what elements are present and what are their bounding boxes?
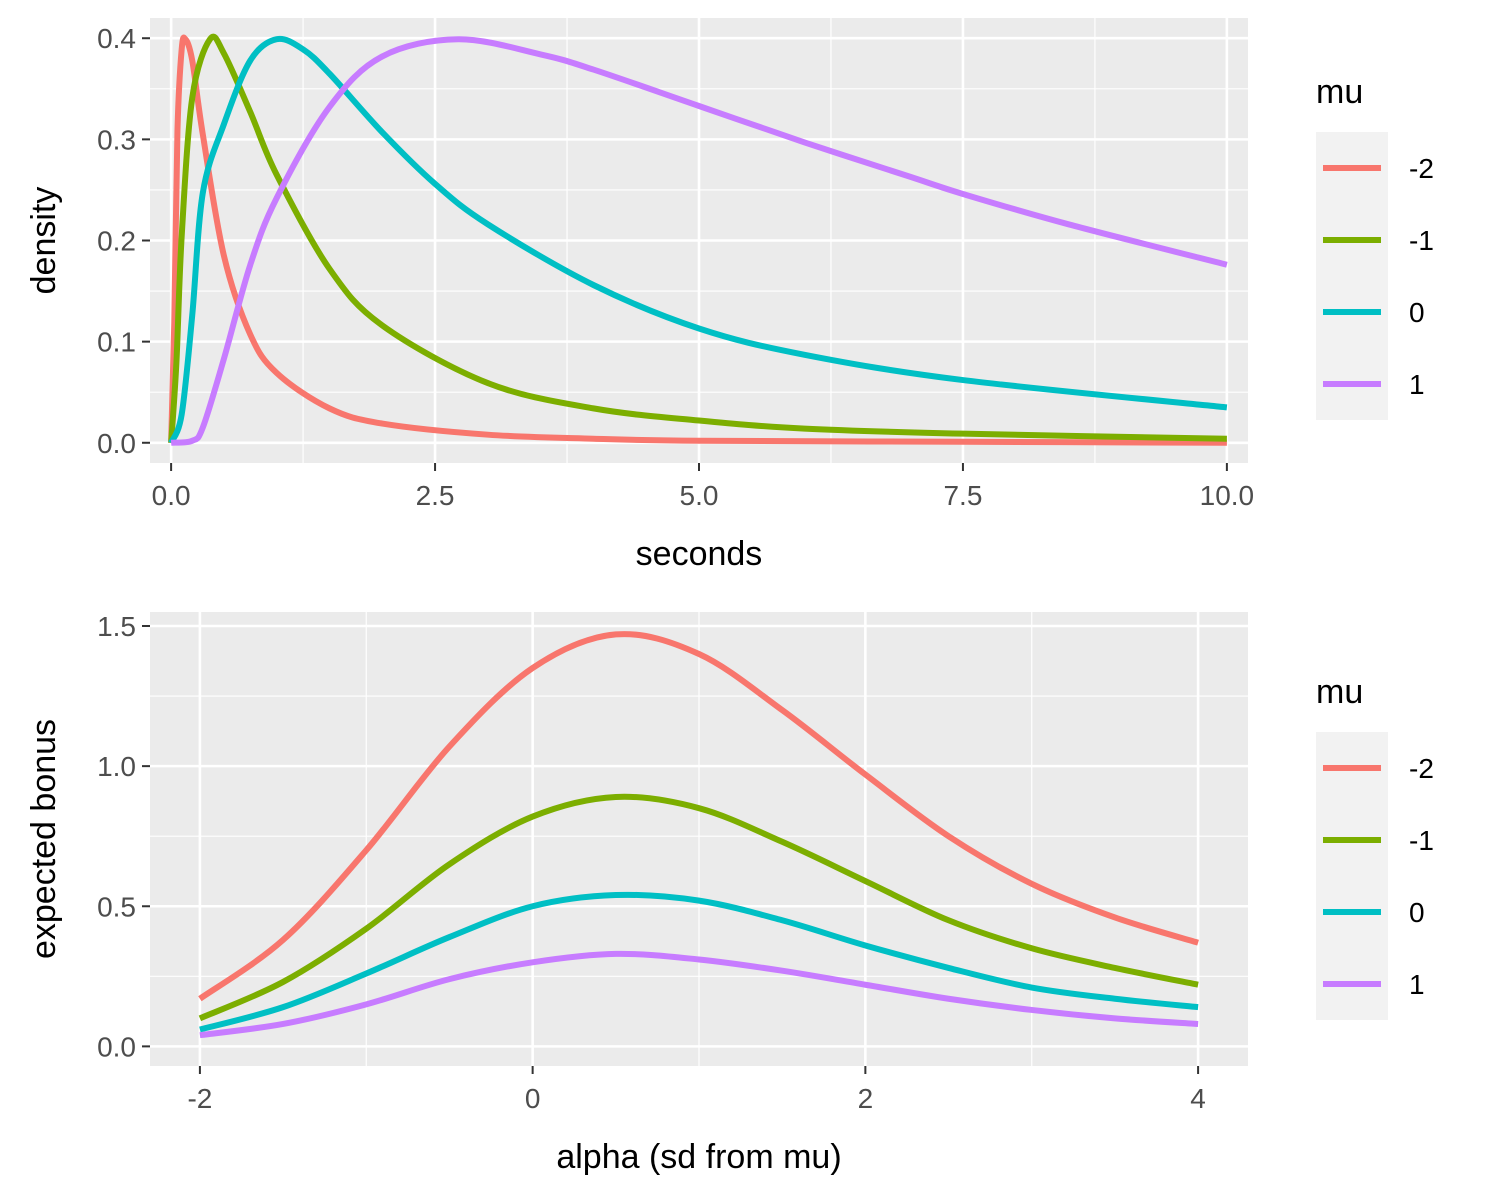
x-tick-label: 0.0 — [152, 480, 191, 511]
legend-title: mu — [1316, 73, 1363, 111]
legend-label: 1 — [1409, 969, 1425, 1000]
legend-title: mu — [1316, 673, 1363, 711]
legend-label: -2 — [1409, 153, 1434, 184]
series-lines — [168, 33, 1228, 446]
y-axis-title: expected bonus — [25, 719, 63, 959]
series-line-mu--2 — [198, 631, 1199, 1002]
gridlines — [150, 612, 1248, 1066]
legend-label: -2 — [1409, 753, 1434, 784]
legend-label: 0 — [1409, 297, 1425, 328]
x-tick-label: 2 — [858, 1083, 874, 1114]
y-tick-label: 0.4 — [97, 23, 136, 54]
x-tick-label: 2.5 — [416, 480, 455, 511]
y-tick-label: 0.1 — [97, 327, 136, 358]
x-axis-title: alpha (sd from mu) — [556, 1138, 841, 1176]
series-line-mu-1 — [170, 36, 1228, 446]
y-axis-title: density — [25, 187, 63, 295]
series-lines — [198, 631, 1199, 1039]
x-tick-label: 7.5 — [943, 480, 982, 511]
series-line-mu-0 — [199, 891, 1199, 1033]
panel-bottom: -2 0 2 4 0.0 0.5 1.0 1.5 alpha (sd from mu) expec… — [25, 611, 1434, 1176]
y-tick-label: 1.5 — [97, 611, 136, 642]
series-line-mu--1 — [168, 33, 1227, 443]
y-tick-label: 0.0 — [97, 428, 136, 459]
y-tick-label: 0.0 — [97, 1031, 136, 1062]
y-tick-label: 0.3 — [97, 124, 136, 155]
legend: mu -2 -1 0 1 — [1316, 73, 1434, 420]
x-tick-label: 5.0 — [680, 480, 719, 511]
y-tick-label: 0.5 — [97, 891, 136, 922]
legend-label: -1 — [1409, 825, 1434, 856]
series-line-mu-1 — [199, 950, 1199, 1039]
panel-top: 0.0 2.5 5.0 7.5 10.0 0.0 0.1 0.2 0.3 0.4 seconds de… — [25, 18, 1434, 573]
x-axis-title: seconds — [636, 535, 763, 573]
legend-label: -1 — [1409, 225, 1434, 256]
series-line-mu--2 — [168, 34, 1227, 446]
legend: mu -2 -1 0 1 — [1316, 673, 1434, 1020]
x-tick-label: 0 — [525, 1083, 541, 1114]
series-line-mu-0 — [168, 35, 1228, 445]
axes: 0.0 2.5 5.0 7.5 10.0 0.0 0.1 0.2 0.3 0.4 — [97, 23, 1254, 511]
legend-label: 0 — [1409, 897, 1425, 928]
y-tick-label: 0.2 — [97, 226, 136, 257]
axes: -2 0 2 4 0.0 0.5 1.0 1.5 — [97, 611, 1206, 1114]
y-tick-label: 1.0 — [97, 751, 136, 782]
series-line-mu--1 — [198, 793, 1199, 1022]
x-tick-label: 10.0 — [1200, 480, 1255, 511]
x-tick-label: -2 — [187, 1083, 212, 1114]
legend-label: 1 — [1409, 369, 1425, 400]
x-tick-label: 4 — [1190, 1083, 1206, 1114]
